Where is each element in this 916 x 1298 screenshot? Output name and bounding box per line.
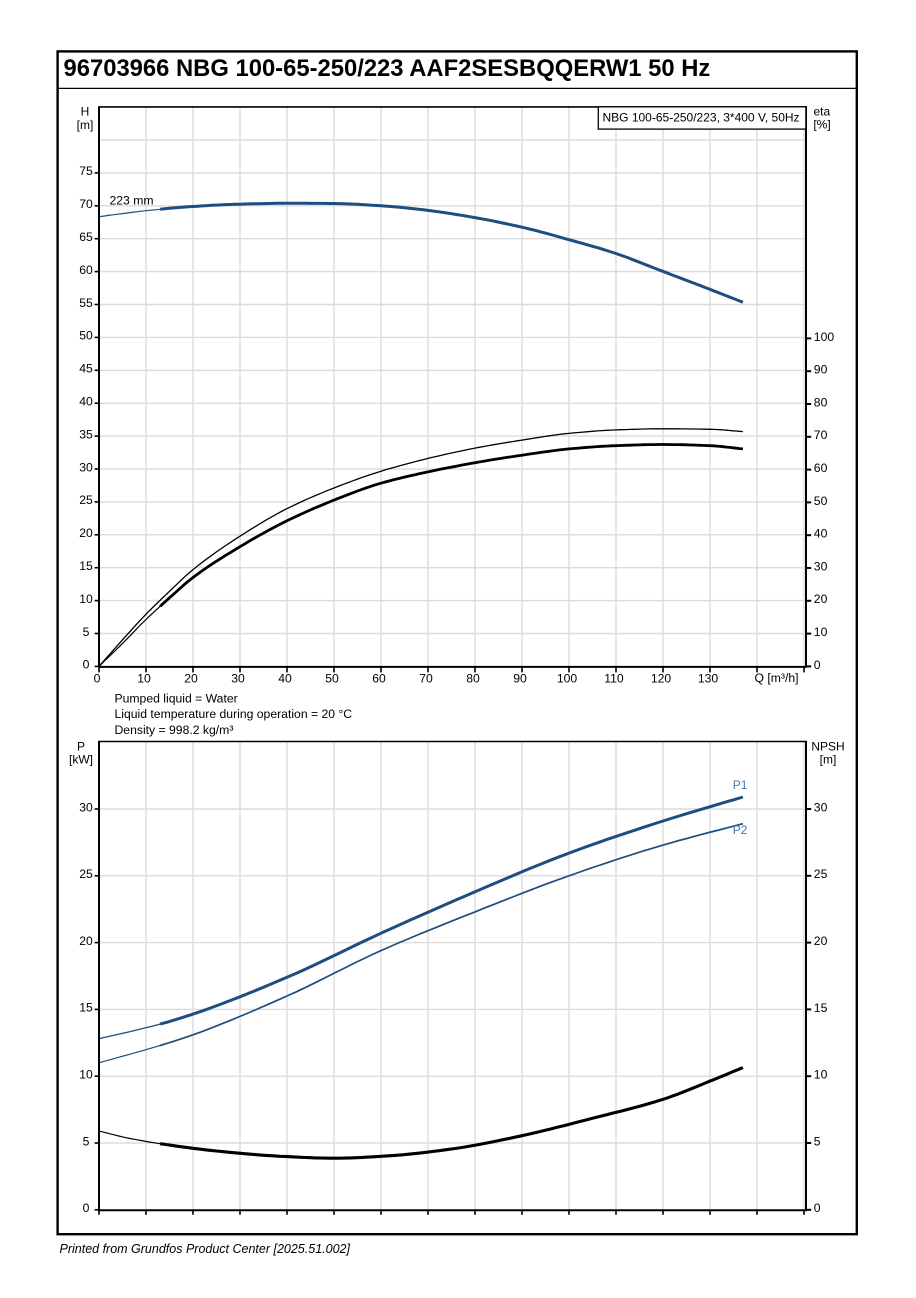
svg-text:90: 90: [513, 671, 527, 685]
svg-text:20: 20: [79, 526, 93, 540]
svg-text:10: 10: [137, 671, 151, 685]
svg-text:60: 60: [79, 263, 93, 277]
svg-text:5: 5: [83, 625, 90, 639]
svg-text:10: 10: [814, 1068, 828, 1082]
svg-text:223 mm: 223 mm: [110, 193, 154, 207]
svg-text:P: P: [77, 740, 85, 754]
svg-text:30: 30: [814, 559, 828, 573]
svg-text:0: 0: [814, 1201, 821, 1215]
svg-text:130: 130: [698, 671, 719, 685]
svg-text:100: 100: [814, 330, 835, 344]
svg-text:10: 10: [79, 592, 93, 606]
svg-text:15: 15: [79, 1001, 93, 1015]
svg-text:20: 20: [79, 934, 93, 948]
svg-text:80: 80: [466, 671, 480, 685]
svg-text:P1: P1: [733, 778, 748, 792]
svg-text:P2: P2: [733, 823, 748, 837]
svg-text:0: 0: [83, 658, 90, 672]
svg-text:20: 20: [184, 671, 198, 685]
svg-text:40: 40: [814, 527, 828, 541]
svg-text:H: H: [81, 105, 90, 119]
svg-text:[%]: [%]: [813, 118, 830, 132]
svg-text:eta: eta: [813, 105, 830, 119]
svg-text:20: 20: [814, 934, 828, 948]
svg-text:30: 30: [79, 460, 93, 474]
svg-text:45: 45: [79, 362, 93, 376]
svg-text:15: 15: [814, 1001, 828, 1015]
svg-text:65: 65: [79, 230, 93, 244]
svg-text:Printed from Grundfos Product: Printed from Grundfos Product Center [20…: [60, 1242, 351, 1256]
svg-text:Density = 998.2 kg/m³: Density = 998.2 kg/m³: [115, 723, 234, 737]
svg-text:40: 40: [79, 395, 93, 409]
svg-text:NBG 100-65-250/223, 3*400 V, 5: NBG 100-65-250/223, 3*400 V, 50Hz: [603, 110, 800, 124]
svg-text:[m]: [m]: [820, 752, 837, 766]
svg-text:0: 0: [83, 1201, 90, 1215]
svg-text:75: 75: [79, 164, 93, 178]
svg-text:10: 10: [79, 1068, 93, 1082]
svg-text:40: 40: [278, 671, 292, 685]
svg-text:60: 60: [372, 671, 386, 685]
svg-text:30: 30: [79, 800, 93, 814]
svg-text:60: 60: [814, 461, 828, 475]
svg-text:0: 0: [94, 671, 101, 685]
svg-text:[kW]: [kW]: [69, 752, 93, 766]
svg-text:Pumped liquid = Water: Pumped liquid = Water: [115, 692, 238, 706]
svg-text:35: 35: [79, 427, 93, 441]
svg-text:70: 70: [79, 197, 93, 211]
svg-text:[m]: [m]: [77, 118, 94, 132]
svg-text:25: 25: [79, 867, 93, 881]
svg-text:5: 5: [83, 1134, 90, 1148]
svg-text:10: 10: [814, 625, 828, 639]
svg-text:0: 0: [814, 658, 821, 672]
svg-text:90: 90: [814, 363, 828, 377]
svg-text:15: 15: [79, 559, 93, 573]
svg-text:70: 70: [419, 671, 433, 685]
svg-text:50: 50: [814, 494, 828, 508]
svg-text:55: 55: [79, 296, 93, 310]
svg-text:5: 5: [814, 1134, 821, 1148]
svg-text:NPSH: NPSH: [811, 740, 844, 754]
svg-text:96703966 NBG 100-65-250/223 AA: 96703966 NBG 100-65-250/223 AAF2SESBQQER…: [64, 55, 711, 82]
svg-text:25: 25: [79, 493, 93, 507]
svg-text:30: 30: [814, 800, 828, 814]
svg-text:50: 50: [325, 671, 339, 685]
svg-text:100: 100: [557, 671, 578, 685]
svg-text:70: 70: [814, 428, 828, 442]
svg-text:30: 30: [231, 671, 245, 685]
svg-text:50: 50: [79, 329, 93, 343]
svg-text:Liquid temperature during oper: Liquid temperature during operation = 20…: [115, 707, 353, 721]
svg-text:20: 20: [814, 592, 828, 606]
svg-text:120: 120: [651, 671, 672, 685]
svg-text:Q [m³/h]: Q [m³/h]: [755, 671, 799, 685]
svg-text:80: 80: [814, 395, 828, 409]
svg-text:25: 25: [814, 867, 828, 881]
svg-text:110: 110: [604, 671, 624, 685]
